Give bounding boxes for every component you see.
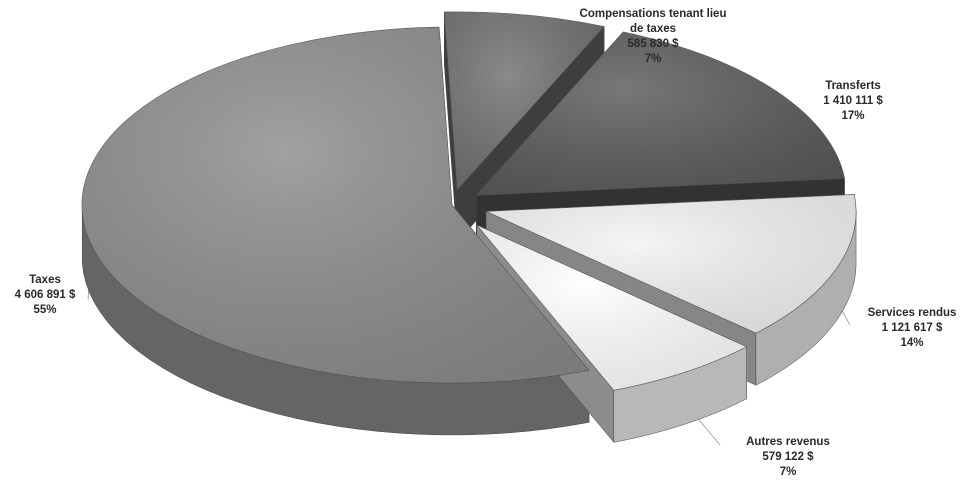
label-name: Taxes: [29, 274, 61, 286]
label-amount: 1 410 111 $: [823, 95, 883, 107]
slice-shading-taxes: [82, 27, 589, 384]
slice-shading-services-rendus: [486, 194, 857, 334]
label-amount: 579 122 $: [762, 451, 814, 463]
label-compensations: Compensations tenant lieu de taxes 585 8…: [538, 7, 768, 67]
slice-shading-compensations-tenant-lieu-de-taxes: [444, 11, 605, 190]
label-name-line-2: de taxes: [629, 23, 677, 35]
label-autres-revenus: Autres revenus 579 122 $ 7%: [673, 435, 903, 480]
label-name: Autres revenus: [746, 436, 830, 448]
label-transferts: Transferts 1 410 111 $ 17%: [738, 79, 965, 124]
slice-shading-autres-revenus: [476, 224, 747, 391]
label-name: Transferts: [825, 80, 881, 92]
label-amount: 585 830 $: [627, 38, 679, 50]
label-percent: 7%: [779, 466, 797, 478]
label-percent: 14%: [900, 337, 924, 349]
label-amount: 1 121 617 $: [881, 322, 943, 334]
slice-tops: [81, 11, 857, 391]
label-taxes: Taxes 4 606 891 $ 55%: [0, 273, 160, 318]
label-amount: 4 606 891 $: [14, 289, 76, 301]
slice-shading-transferts: [476, 31, 845, 196]
label-name: Services rendus: [867, 307, 957, 319]
label-percent: 17%: [841, 110, 865, 122]
label-name-line-1: Compensations tenant lieu: [579, 8, 727, 20]
label-percent: 7%: [644, 53, 662, 65]
label-services-rendus: Services rendus 1 121 617 $ 14%: [797, 306, 965, 351]
label-percent: 55%: [33, 304, 57, 316]
